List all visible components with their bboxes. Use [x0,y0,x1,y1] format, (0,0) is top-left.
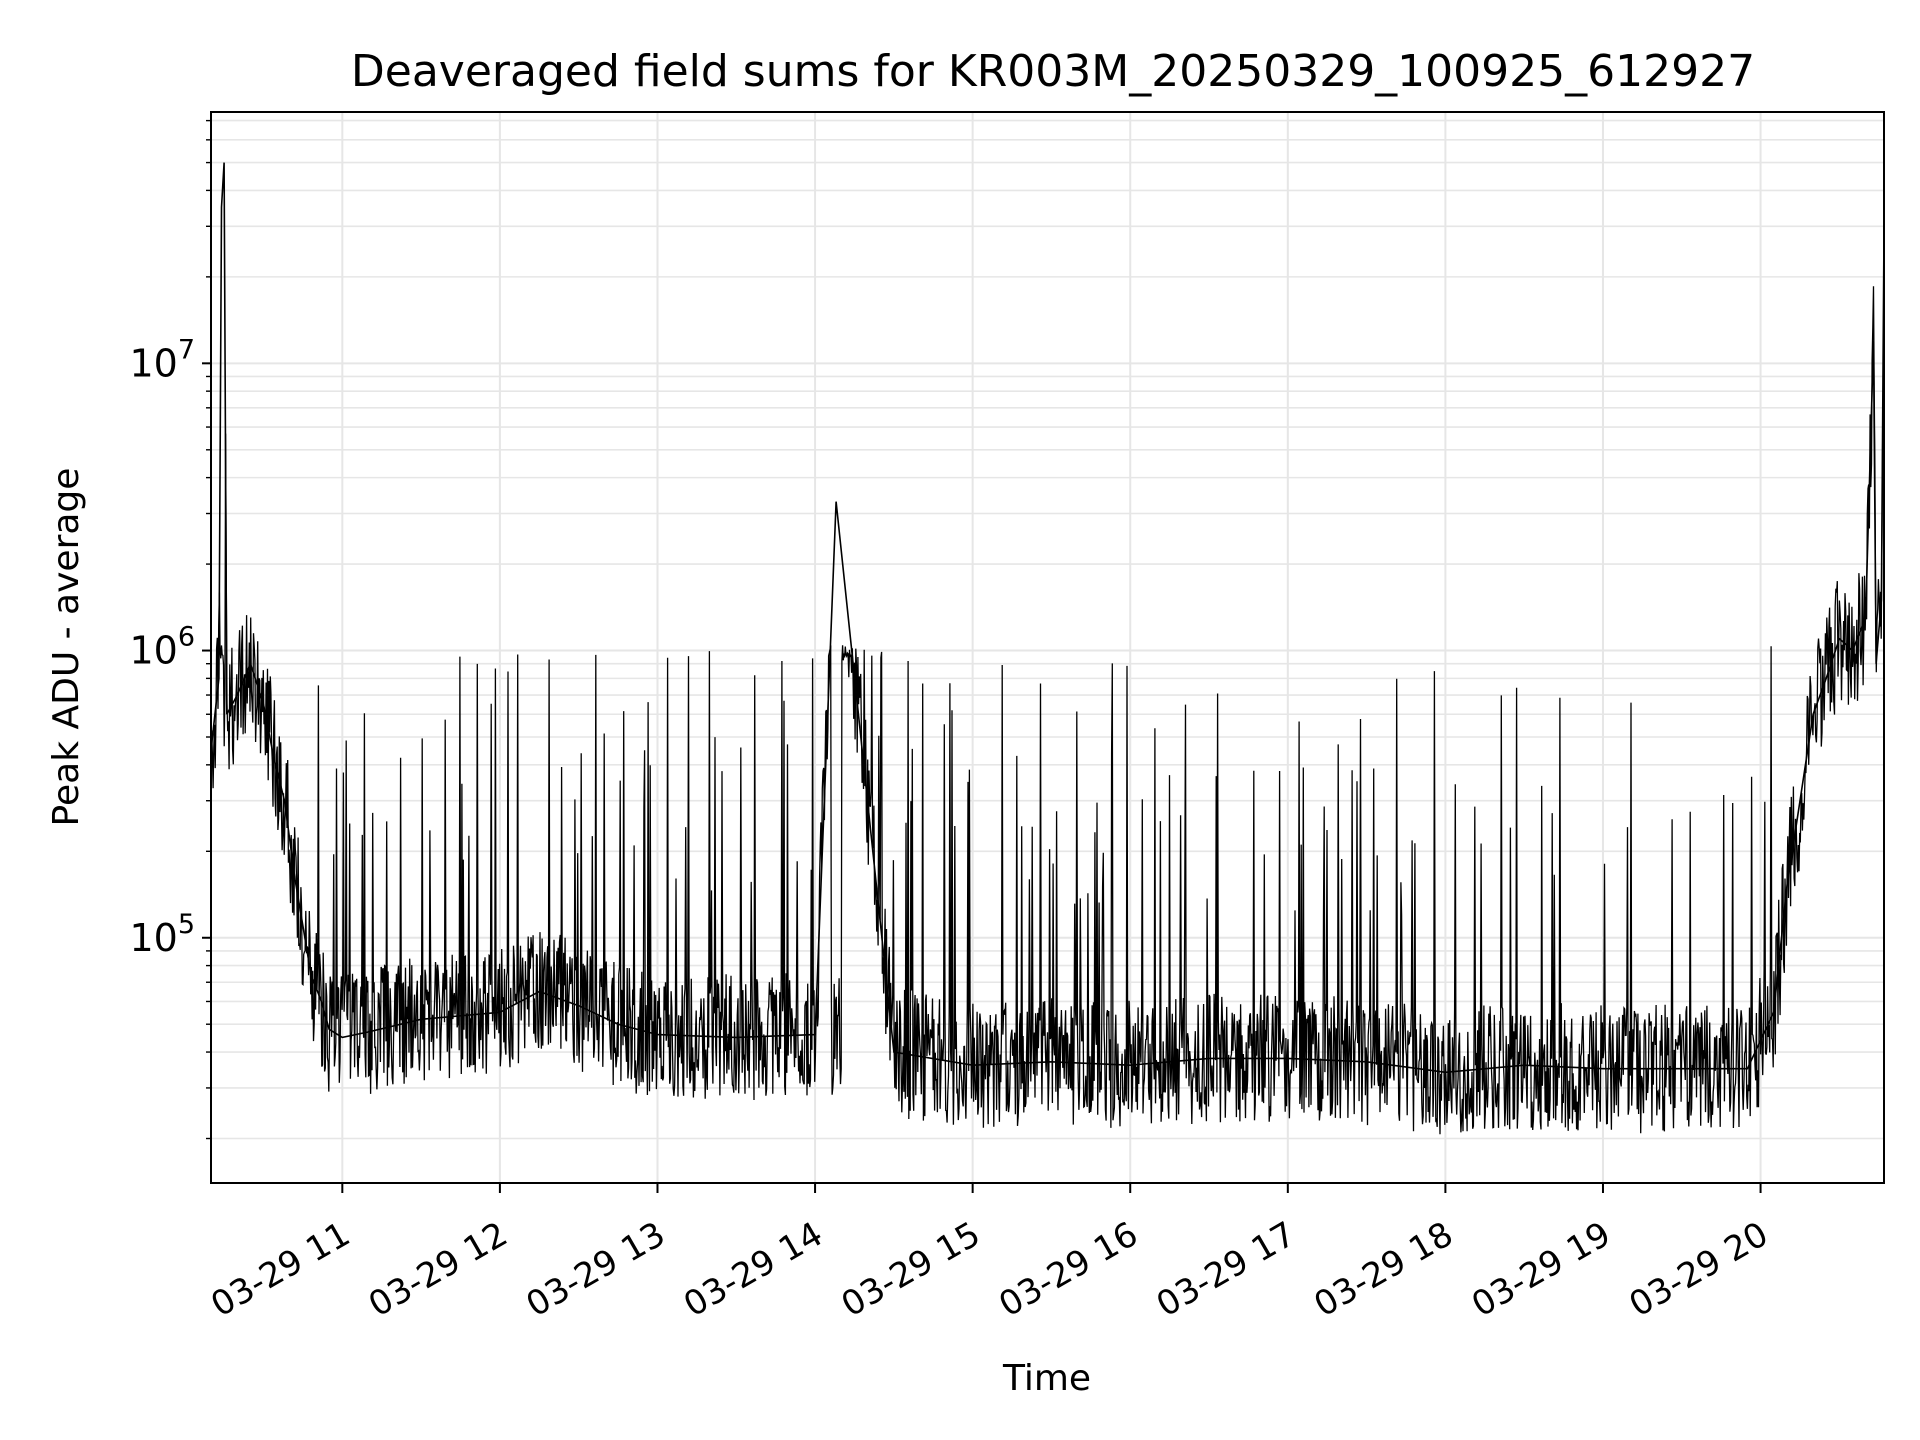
plot-frame [210,111,1885,1184]
y-tick-label-exponent: 7 [178,334,195,365]
y-tick-label: 107 [129,334,195,385]
y-tick-label-base: 10 [129,629,177,673]
y-tick-label: 106 [129,622,195,673]
y-tick-label-exponent: 6 [178,622,195,653]
data-trace [210,259,1885,1135]
y-tick-label-base: 10 [129,341,177,385]
y-tick-label-base: 10 [129,916,177,960]
y-tick-label-exponent: 5 [178,909,195,940]
chart-title: Deaveraged field sums for KR003M_2025032… [351,46,1755,97]
y-axis-label: Peak ADU - average [46,468,87,827]
data-series-line [210,162,1885,1074]
x-axis-label: Time [1002,1358,1091,1399]
data-layer [210,162,1885,1135]
y-tick-label: 105 [129,909,195,960]
